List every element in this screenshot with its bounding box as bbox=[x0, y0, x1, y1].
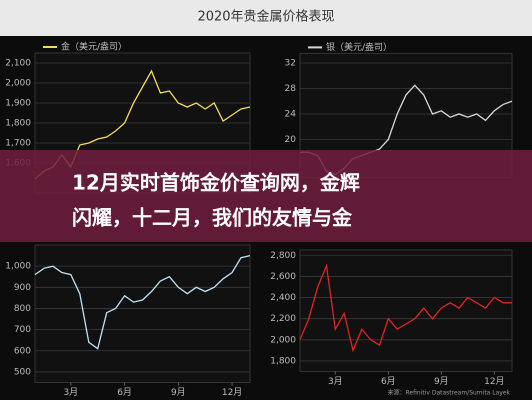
y-tick-label: 500 bbox=[14, 367, 31, 377]
y-tick-label: 20 bbox=[285, 135, 297, 145]
y-tick-label: 1,700 bbox=[5, 139, 31, 149]
y-tick-label: 24 bbox=[285, 110, 297, 120]
x-tick-label: 12月 bbox=[222, 387, 242, 398]
x-tick-label: 3月 bbox=[328, 376, 343, 387]
y-tick-label: 1,800 bbox=[5, 119, 31, 129]
series-line bbox=[34, 254, 251, 350]
x-tick-label: 9月 bbox=[171, 387, 186, 398]
y-tick-label: 2,400 bbox=[270, 293, 296, 303]
series-line bbox=[299, 263, 512, 353]
legend-label: 金（美元/盎司） bbox=[61, 41, 127, 53]
banner-line: 闪耀，十二月，我们的友情与金 bbox=[72, 206, 353, 230]
y-tick-label: 32 bbox=[285, 58, 296, 68]
y-tick-label: 2,600 bbox=[270, 272, 296, 282]
legend-label: 银（美元/盎司） bbox=[326, 41, 392, 53]
y-tick-label: 2,000 bbox=[270, 335, 296, 345]
page-title: 2020年贵金属价格表现 bbox=[197, 9, 334, 25]
y-tick-label: 700 bbox=[14, 325, 31, 335]
x-tick-label: 3月 bbox=[63, 387, 78, 398]
y-tick-label: 2,200 bbox=[270, 314, 296, 324]
x-tick-label: 9月 bbox=[434, 376, 449, 387]
y-tick-label: 1,000 bbox=[5, 262, 31, 272]
y-tick-label: 2,800 bbox=[270, 251, 296, 261]
y-tick-label: 2,100 bbox=[5, 59, 31, 69]
x-tick-label: 6月 bbox=[117, 387, 132, 398]
source: 来源：Refinitiv Datastream/Sumita Layek bbox=[388, 389, 511, 397]
plot-frame bbox=[299, 249, 513, 372]
y-tick-label: 28 bbox=[285, 84, 297, 94]
y-tick-label: 2,000 bbox=[5, 79, 31, 89]
y-tick-label: 800 bbox=[14, 304, 31, 314]
y-tick-label: 1,900 bbox=[5, 99, 31, 109]
plot-frame bbox=[34, 244, 251, 383]
banner bbox=[0, 150, 532, 242]
y-tick-label: 1,800 bbox=[270, 356, 296, 366]
banner-line: 12月实时首饰金价查询网，金辉 bbox=[72, 171, 360, 195]
title-band bbox=[0, 0, 532, 36]
y-tick-label: 900 bbox=[14, 283, 31, 293]
y-tick-label: 600 bbox=[14, 346, 31, 356]
x-tick-label: 6月 bbox=[381, 376, 396, 387]
x-tick-label: 12月 bbox=[484, 376, 504, 387]
